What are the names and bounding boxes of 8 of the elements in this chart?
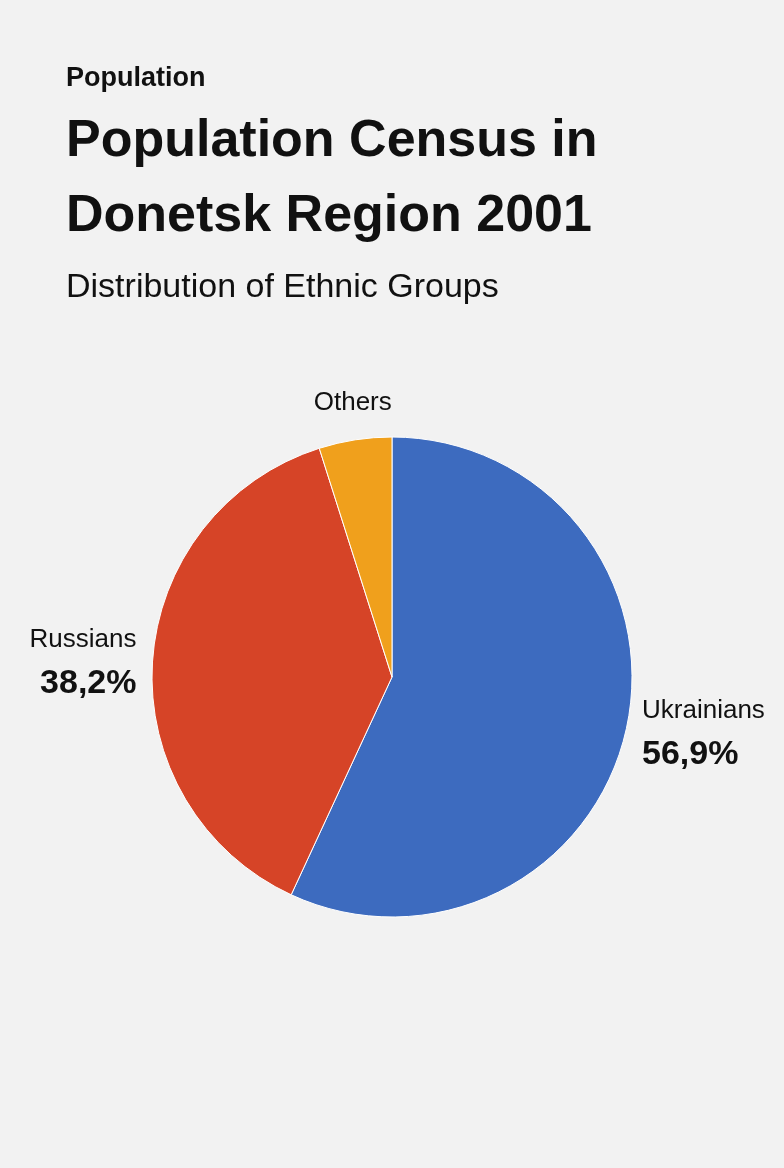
slice-label: Others (313, 386, 392, 417)
chart-title: Population Census in Donetsk Region 2001 (66, 109, 598, 242)
data-label: 38,2% (40, 661, 137, 700)
data-label: 56,9% (642, 733, 739, 772)
text: Population (66, 62, 206, 92)
slice-label: Ukrainians (642, 694, 765, 725)
chart-subtitle: Distribution of Ethnic Groups (66, 266, 499, 304)
slice-label: Russians (29, 622, 137, 653)
